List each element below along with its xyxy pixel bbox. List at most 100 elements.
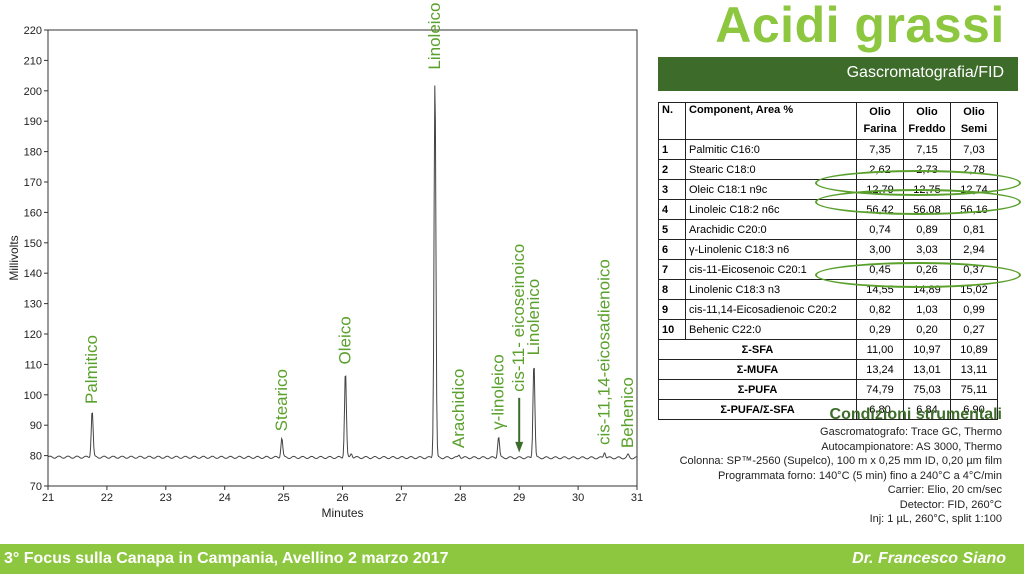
y-tick-label: 220 <box>24 25 42 37</box>
row-value: 0,20 <box>903 319 951 340</box>
row-value: 0,27 <box>950 319 998 340</box>
highlight-oval-linoleic <box>815 189 1021 215</box>
row-component: cis-11-Eicosenoic C20:1 <box>685 259 857 280</box>
y-tick-label: 140 <box>24 268 42 280</box>
peak-label: Oleico <box>335 316 354 364</box>
sum-label: Σ-PUFA/Σ-SFA <box>658 399 857 420</box>
row-value: 0,29 <box>856 319 904 340</box>
sum-value: 10,89 <box>950 339 998 360</box>
row-value: 0,82 <box>856 299 904 320</box>
row-component: Linolenic C18:3 n3 <box>685 279 857 300</box>
x-tick-label: 30 <box>572 492 584 504</box>
footer-author: Dr. Francesco Siano <box>852 550 1006 567</box>
row-component: Oleic C18:1 n9c <box>685 179 857 200</box>
sum-value: 10,97 <box>903 339 951 360</box>
x-tick-label: 23 <box>160 492 172 504</box>
y-tick-label: 170 <box>24 177 42 189</box>
y-tick-label: 70 <box>30 481 42 493</box>
table-row: 9 cis-11,14-Eicosadienoic C20:2 0,82 1,03 0,… <box>658 299 998 320</box>
conditions-title: Condizioni strumentali <box>829 406 1002 423</box>
sum-value: 74,79 <box>856 379 904 400</box>
condition-line: Programmata forno: 140°C (5 min) fino a … <box>717 469 1002 482</box>
x-tick-label: 28 <box>454 492 466 504</box>
row-number: 8 <box>658 279 686 300</box>
sum-value: 13,24 <box>856 359 904 380</box>
subtitle-band: Gascromatografia/FID <box>658 57 1018 91</box>
row-number: 9 <box>658 299 686 320</box>
y-tick-label: 180 <box>24 147 42 159</box>
y-tick-label: 160 <box>24 207 42 219</box>
row-number: 4 <box>658 199 686 220</box>
row-number: 1 <box>658 139 686 160</box>
peak-label: Palmitico <box>82 335 101 404</box>
subtitle: Gascromatografia/FID <box>846 64 1004 81</box>
arrow-label: cis-11- eicoseinoico <box>509 244 528 392</box>
row-component: γ-Linolenic C18:3 n6 <box>685 239 857 260</box>
x-tick-label: 24 <box>219 492 231 504</box>
x-tick-label: 25 <box>277 492 289 504</box>
row-value: 0,81 <box>950 219 998 240</box>
row-number: 5 <box>658 219 686 240</box>
table-row: 1 Palmitic C16:0 7,35 7,15 7,03 <box>658 139 998 160</box>
row-value: 0,89 <box>903 219 951 240</box>
condition-line: Colonna: SP™-2560 (Supelco), 100 m x 0,2… <box>679 455 1002 467</box>
table-row: 5 Arachidic C20:0 0,74 0,89 0,81 <box>658 219 998 240</box>
row-number: 6 <box>658 239 686 260</box>
sum-value: 13,11 <box>950 359 998 380</box>
sum-value: 75,03 <box>903 379 951 400</box>
peak-label: Linoleico <box>425 2 444 69</box>
row-number: 3 <box>658 179 686 200</box>
peak-label: Arachidico <box>449 369 468 448</box>
x-tick-label: 21 <box>42 492 54 504</box>
y-axis-label: Millivolts <box>7 235 21 280</box>
row-component: Stearic C18:0 <box>685 159 857 180</box>
peak-label: cis-11,14-eicosadienoico <box>595 259 614 445</box>
condition-line: Carrier: Elio, 20 cm/sec <box>887 484 1002 496</box>
sum-value: 6,80 <box>856 399 904 420</box>
row-component: Palmitic C16:0 <box>685 139 857 160</box>
row-value: 1,03 <box>903 299 951 320</box>
sum-value: 6,90 <box>950 399 998 420</box>
sum-value: 75,11 <box>950 379 998 400</box>
sum-row: Σ-MUFA 13,24 13,01 13,11 <box>658 359 998 380</box>
row-value: 7,03 <box>950 139 998 160</box>
composition-table: N. Component, Area % Olio Farina Olio Fr… <box>658 102 998 420</box>
header-component: Component, Area % <box>685 102 857 140</box>
y-tick-label: 200 <box>24 86 42 98</box>
sum-row: Σ-PUFA/Σ-SFA 6,80 6,84 6,90 <box>658 399 998 420</box>
y-tick-label: 110 <box>24 359 42 371</box>
row-number: 10 <box>658 319 686 340</box>
row-number: 7 <box>658 259 686 280</box>
row-value: 3,00 <box>856 239 904 260</box>
peak-label: Stearico <box>272 369 291 431</box>
row-value: 0,99 <box>950 299 998 320</box>
plot-frame <box>47 29 638 487</box>
row-component: Behenic C22:0 <box>685 319 857 340</box>
row-value: 7,35 <box>856 139 904 160</box>
instrument-conditions: Condizioni strumentali Gascromatografo: … <box>680 405 1002 527</box>
page-title: Acidi grassi <box>715 0 1005 53</box>
y-tick-label: 190 <box>24 116 42 128</box>
header-olio-semi: Olio Semi <box>950 102 998 140</box>
footer-bar: 3° Focus sulla Canapa in Campania, Avell… <box>0 544 1024 574</box>
condition-line: Gascromatografo: Trace GC, Thermo <box>820 426 1002 438</box>
condition-line: Autocampionatore: AS 3000, Thermo <box>821 440 1002 453</box>
row-component: Arachidic C20:0 <box>685 219 857 240</box>
sum-label: Σ-SFA <box>658 339 857 360</box>
x-tick-label: 27 <box>395 492 407 504</box>
y-tick-label: 130 <box>24 299 42 311</box>
sum-label: Σ-MUFA <box>658 359 857 380</box>
table-header-row: N. Component, Area % Olio Farina Olio Fr… <box>658 102 998 140</box>
y-tick-label: 120 <box>24 329 42 341</box>
x-tick-label: 22 <box>101 492 113 504</box>
y-tick-label: 90 <box>30 420 42 432</box>
sum-value: 11,00 <box>856 339 904 360</box>
sum-value: 13,01 <box>903 359 951 380</box>
x-tick-label: 26 <box>336 492 348 504</box>
sum-row: Σ-SFA 11,00 10,97 10,89 <box>658 339 998 360</box>
header-n: N. <box>658 102 686 140</box>
table-row: 6 γ-Linolenic C18:3 n6 3,00 3,03 2,94 <box>658 239 998 260</box>
peak-label: Linolenico <box>524 279 543 356</box>
header-olio-freddo: Olio Freddo <box>903 102 951 140</box>
row-value: 3,03 <box>903 239 951 260</box>
